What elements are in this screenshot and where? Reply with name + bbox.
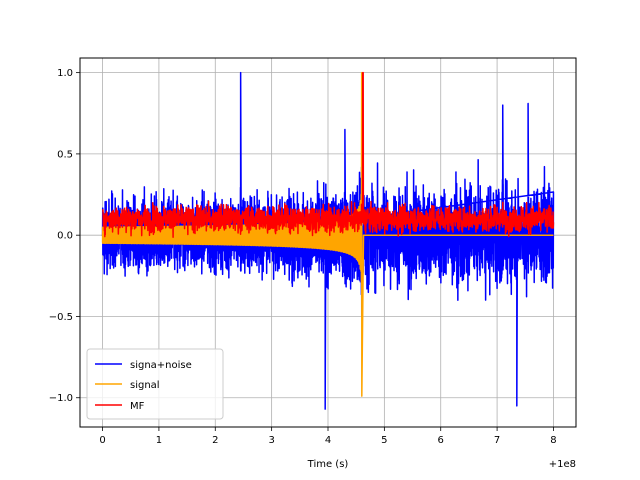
y-tick-label: 0.0 — [57, 231, 73, 242]
x-axis-label: Time (s) — [307, 459, 349, 470]
x-axis: 0 1 2 3 4 5 6 7 8 — [99, 427, 557, 446]
x-tick-label: 0 — [99, 435, 105, 446]
series-mf — [101, 71, 555, 238]
x-tick-label: 8 — [550, 435, 556, 446]
legend-box — [86, 348, 224, 420]
x-tick-label: 6 — [438, 435, 444, 446]
x-tick-label: 2 — [212, 435, 218, 446]
x-tick-label: 7 — [494, 435, 500, 446]
y-tick-label: −0.5 — [49, 312, 73, 323]
legend: signa+noise signal MF — [86, 348, 224, 420]
y-axis: −1.0 −0.5 0.0 0.5 1.0 — [49, 68, 80, 404]
x-tick-label: 5 — [381, 435, 387, 446]
y-tick-label: 1.0 — [57, 68, 73, 79]
legend-label-mf: MF — [130, 401, 145, 412]
series-layer — [101, 71, 555, 410]
legend-label-signal-noise: signa+noise — [130, 360, 192, 371]
x-tick-label: 1 — [156, 435, 162, 446]
y-tick-label: −1.0 — [49, 393, 73, 404]
x-tick-label: 4 — [325, 435, 331, 446]
x-tick-label: 3 — [268, 435, 274, 446]
y-tick-label: 0.5 — [57, 149, 73, 160]
legend-label-signal: signal — [130, 380, 160, 391]
x-offset-label: +1e8 — [549, 459, 576, 470]
